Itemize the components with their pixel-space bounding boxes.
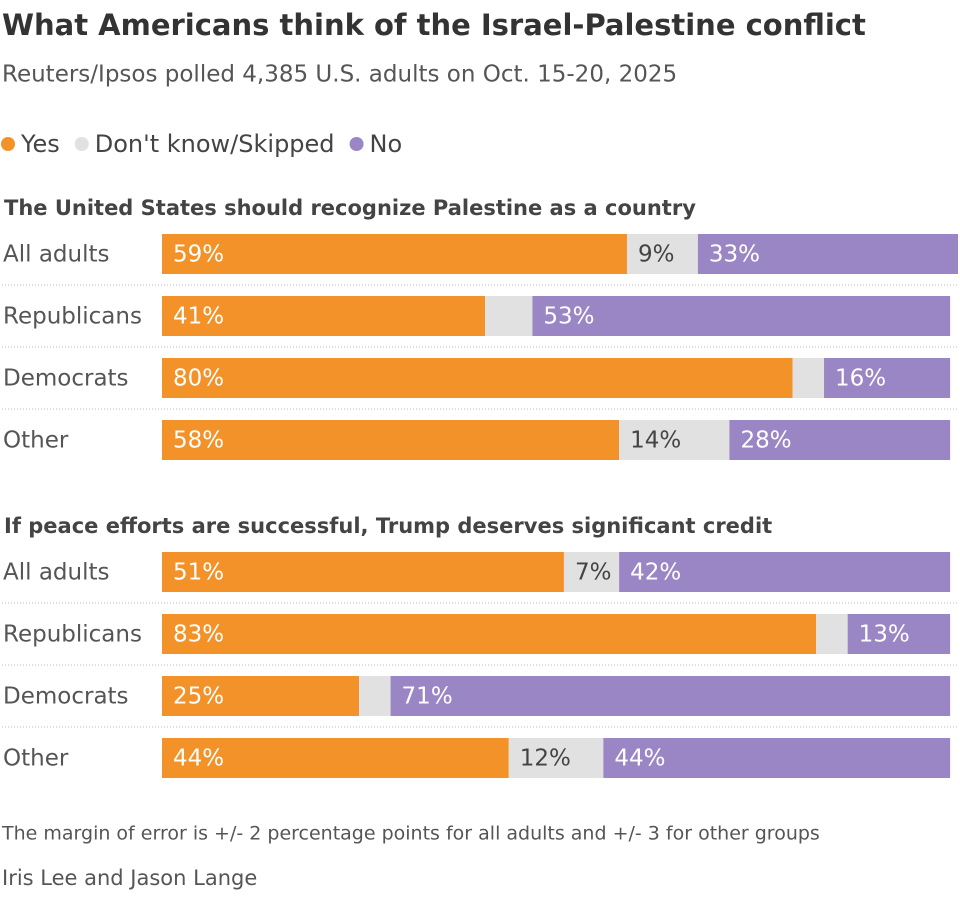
value-label: 9%	[638, 242, 675, 268]
category-label: All adults	[3, 242, 110, 268]
value-label: 14%	[630, 428, 681, 454]
value-label: 25%	[173, 684, 224, 710]
bar-segment	[619, 552, 951, 592]
bar-segment	[162, 738, 509, 778]
bar-segment	[792, 358, 825, 398]
bar-segment	[485, 296, 533, 336]
chart-subtitle: Reuters/Ipsos polled 4,385 U.S. adults o…	[2, 62, 677, 88]
value-label: 51%	[173, 560, 224, 586]
value-label: 33%	[709, 242, 760, 268]
chart-title: What Americans think of the Israel-Pales…	[2, 8, 866, 42]
bar-segment	[816, 614, 848, 654]
bar-segment	[162, 676, 360, 716]
legend-swatch	[74, 137, 89, 151]
bar-segment	[359, 676, 391, 716]
category-label: All adults	[3, 560, 110, 586]
value-label: 80%	[173, 366, 224, 392]
legend-swatch	[1, 137, 15, 151]
bar-segment	[697, 234, 958, 274]
bar-segment	[563, 552, 620, 592]
bar-segment	[619, 420, 730, 460]
category-label: Republicans	[3, 304, 142, 330]
value-label: 71%	[402, 684, 453, 710]
bar-segment	[532, 296, 951, 336]
note: The margin of error is +/- 2 percentage …	[1, 823, 820, 845]
legend-swatch	[349, 137, 364, 151]
value-label: 42%	[630, 560, 681, 586]
bar-segment	[162, 234, 627, 274]
bar-segment	[162, 358, 793, 398]
bar-segment	[508, 738, 604, 778]
credit: Iris Lee and Jason Lange	[2, 866, 257, 890]
value-label: 16%	[835, 366, 886, 392]
category-label: Democrats	[3, 684, 129, 710]
value-label: 13%	[859, 622, 910, 648]
category-label: Republicans	[3, 622, 142, 648]
legend-label: Yes	[20, 130, 60, 158]
bar-segment	[390, 676, 951, 716]
bar-segment	[162, 552, 564, 592]
legend-label: Don't know/Skipped	[95, 130, 335, 158]
category-label: Other	[3, 428, 69, 454]
value-label: 83%	[173, 622, 224, 648]
bar-segment	[729, 420, 951, 460]
value-label: 59%	[173, 242, 224, 268]
panel-title: If peace efforts are successful, Trump d…	[4, 514, 772, 538]
bar-segment	[626, 234, 698, 274]
value-label: 53%	[543, 304, 594, 330]
bar-segment	[824, 358, 951, 398]
value-label: 44%	[173, 746, 224, 772]
value-label: 12%	[520, 746, 571, 772]
category-label: Other	[3, 746, 69, 772]
bar-segment	[847, 614, 951, 654]
bar-segment	[162, 614, 817, 654]
value-label: 41%	[173, 304, 224, 330]
bar-segment	[162, 420, 620, 460]
value-label: 44%	[614, 746, 665, 772]
value-label: 58%	[173, 428, 224, 454]
panel-title: The United States should recognize Pales…	[4, 196, 696, 220]
category-label: Democrats	[3, 366, 129, 392]
bar-segment	[603, 738, 951, 778]
value-label: 28%	[740, 428, 791, 454]
legend-label: No	[370, 130, 403, 158]
bar-segment	[162, 296, 486, 336]
value-label: 7%	[575, 560, 612, 586]
